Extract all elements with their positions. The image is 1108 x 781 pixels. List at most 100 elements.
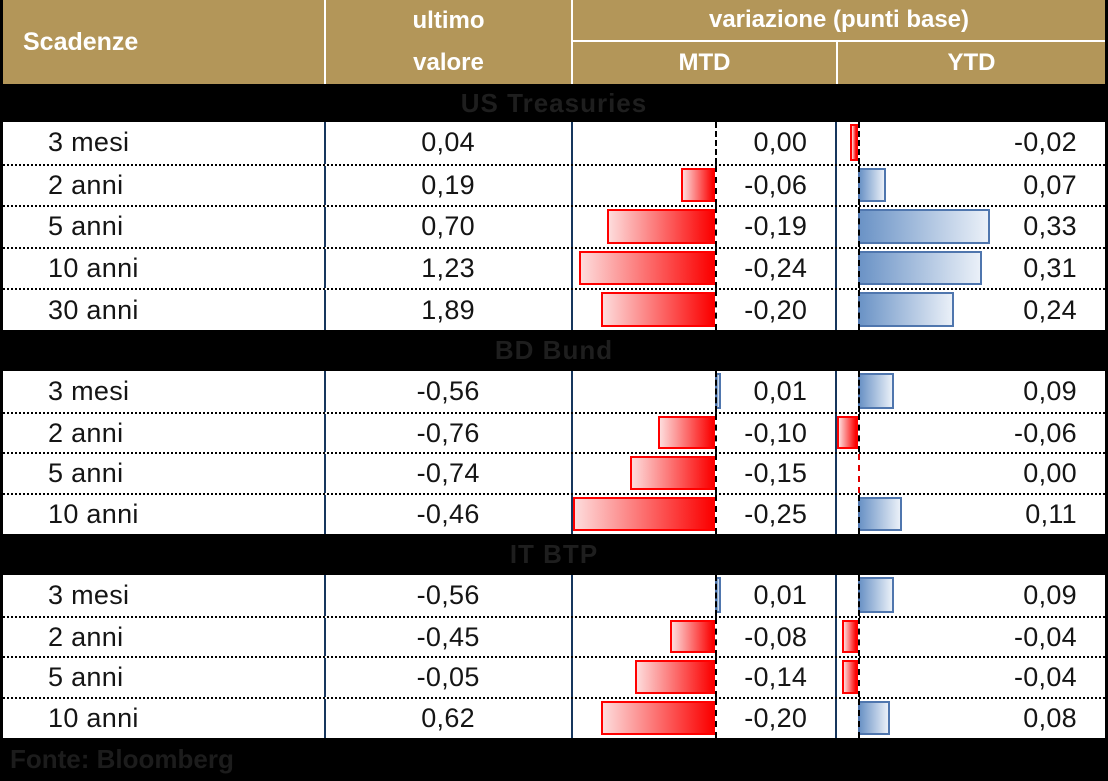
last-value: 1,89 — [323, 290, 571, 330]
ytd-cell: 0,09 — [835, 574, 1105, 616]
zero-axis — [714, 617, 717, 657]
last-value: -0,74 — [323, 454, 571, 494]
column-header-ultimo-line2: valore — [413, 49, 484, 76]
mtd-value: 0,00 — [753, 127, 808, 158]
column-header-variazione-group: variazione (punti base) MTD YTD — [571, 0, 1105, 84]
table-row: 10 anni 1,23 -0,24 0,31 — [3, 246, 1105, 289]
zero-axis — [714, 207, 717, 247]
ytd-value: 0,33 — [1023, 211, 1077, 242]
zero-axis — [714, 454, 717, 494]
table-row: 2 anni -0,76 -0,10 -0,06 — [3, 411, 1105, 453]
ytd-bar — [858, 167, 887, 203]
mtd-cell: -0,10 — [570, 413, 836, 453]
ytd-value: 0,11 — [1025, 499, 1077, 530]
ytd-value: 0,08 — [1023, 703, 1077, 734]
zero-axis — [714, 574, 717, 616]
mtd-bar — [657, 415, 715, 450]
ytd-value: -0,04 — [1013, 621, 1077, 652]
section-rows: 3 mesi -0,56 0,01 0,09 2 anni -0,45 -0,0… — [0, 574, 1108, 738]
zero-axis — [858, 413, 861, 453]
zero-axis — [714, 699, 717, 738]
section-title: US Treasuries — [0, 84, 1108, 122]
mtd-cell: -0,24 — [570, 248, 836, 289]
mtd-bar — [629, 456, 715, 491]
variazione-subheaders: MTD YTD — [573, 42, 1105, 84]
mtd-value: 0,01 — [753, 579, 808, 610]
mtd-cell: 0,01 — [570, 370, 836, 412]
ytd-value: 0,24 — [1023, 294, 1077, 325]
mtd-cell: -0,15 — [570, 454, 836, 494]
mtd-bar — [578, 250, 715, 286]
zero-axis — [714, 413, 717, 453]
zero-axis — [714, 290, 717, 330]
maturity-label: 10 anni — [48, 253, 139, 284]
table-row: 2 anni 0,19 -0,06 0,07 — [3, 163, 1105, 206]
mtd-cell: -0,14 — [570, 658, 836, 698]
last-value: 1,23 — [323, 248, 571, 289]
maturity-label: 5 anni — [48, 211, 124, 242]
mtd-cell: -0,19 — [570, 207, 836, 247]
ytd-cell: -0,04 — [835, 617, 1105, 657]
maturity-label: 3 mesi — [48, 375, 130, 406]
mtd-cell: 0,00 — [570, 122, 836, 164]
ytd-cell: 0,31 — [835, 248, 1105, 289]
ytd-bar — [858, 209, 991, 244]
ytd-bar — [858, 250, 983, 286]
ytd-cell: 0,00 — [835, 454, 1105, 494]
column-header-ytd: YTD — [836, 42, 1105, 84]
maturity-label: 5 anni — [48, 458, 124, 489]
ytd-cell: 0,09 — [835, 370, 1105, 412]
maturity-label: 5 anni — [48, 662, 124, 693]
ytd-bar — [842, 660, 859, 695]
ytd-bar — [837, 415, 859, 450]
zero-axis — [714, 122, 717, 164]
section-rows: 3 mesi 0,04 0,00 -0,02 2 anni 0,19 -0,06… — [0, 122, 1108, 330]
mtd-bar — [669, 619, 715, 654]
zero-axis — [858, 699, 861, 738]
table-header: Scadenze ultimo valore variazione (punti… — [0, 0, 1108, 84]
maturity-label: 10 anni — [48, 703, 139, 734]
table-row: 10 anni -0,46 -0,25 0,11 — [3, 493, 1105, 534]
table-section: BD Bund 3 mesi -0,56 0,01 0,09 2 anni -0… — [0, 329, 1108, 534]
maturity-label: 2 anni — [48, 169, 124, 200]
ytd-bar — [858, 701, 891, 735]
mtd-value: -0,20 — [744, 294, 808, 325]
zero-axis — [858, 290, 861, 330]
column-header-variazione: variazione (punti base) — [573, 0, 1105, 42]
table-row: 3 mesi -0,56 0,01 0,09 — [3, 370, 1105, 412]
last-value: -0,46 — [323, 495, 571, 534]
ytd-cell: -0,02 — [835, 122, 1105, 164]
zero-axis — [858, 495, 861, 534]
last-value: 0,70 — [323, 207, 571, 247]
ytd-cell: 0,07 — [835, 165, 1105, 206]
last-value: 0,62 — [323, 699, 571, 738]
zero-axis — [714, 165, 717, 206]
mtd-bar — [600, 701, 715, 735]
mtd-value: -0,19 — [744, 211, 808, 242]
column-header-mtd: MTD — [678, 49, 731, 76]
section-title: BD Bund — [0, 329, 1108, 371]
ytd-cell: 0,33 — [835, 207, 1105, 247]
ytd-bar — [858, 292, 955, 327]
mtd-cell: 0,01 — [570, 574, 836, 616]
mtd-value: 0,01 — [753, 375, 808, 406]
last-value: 0,19 — [323, 165, 571, 206]
table-row: 3 mesi -0,56 0,01 0,09 — [3, 574, 1105, 616]
ytd-value: 0,07 — [1023, 169, 1077, 200]
zero-axis — [714, 495, 717, 534]
table-row: 5 anni -0,05 -0,14 -0,04 — [3, 656, 1105, 698]
column-header-scadenze: Scadenze — [23, 27, 139, 56]
section-title: IT BTP — [0, 533, 1108, 575]
mtd-value: -0,08 — [744, 621, 808, 652]
zero-axis — [858, 207, 861, 247]
table-row: 30 anni 1,89 -0,20 0,24 — [3, 288, 1105, 330]
table-section: US Treasuries 3 mesi 0,04 0,00 -0,02 2 a… — [0, 84, 1108, 330]
ytd-value: 0,00 — [1023, 458, 1077, 489]
source-note: Fonte: Bloomberg — [0, 737, 1108, 781]
zero-axis — [858, 454, 861, 494]
mtd-cell: -0,25 — [570, 495, 836, 534]
zero-axis — [858, 370, 861, 412]
last-value: -0,76 — [323, 413, 571, 453]
ytd-value: -0,02 — [1013, 127, 1077, 158]
